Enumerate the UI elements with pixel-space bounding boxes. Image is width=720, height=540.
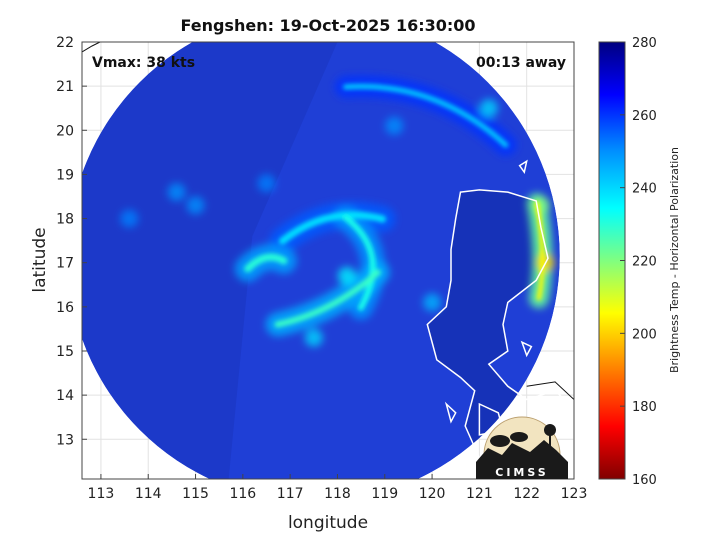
x-axis-label: longitude [288,513,368,533]
colorbar-tick-label: 260 [632,109,657,124]
feature-core [244,253,288,273]
feature-core [278,211,387,245]
y-tick-label: 17 [56,256,74,272]
convective-cell [304,328,323,347]
x-tick-label: 114 [135,486,162,502]
colorbar-tick-label: 240 [632,182,657,197]
x-tick-label: 115 [182,486,209,502]
feature-core [343,83,509,148]
time-away-annotation: 00:13 away [476,55,566,71]
x-tick-label: 119 [371,486,398,502]
luzon-coastline [426,189,574,479]
y-tick-label: 19 [56,167,74,183]
island-coastline [444,401,457,424]
colorbar-label: Brightness Temp - Horizontal Polarizatio… [668,147,681,373]
colorbar-ticks: 160 180 200 220 240 260 280 [620,36,657,488]
convective-cell [337,266,356,285]
colorbar-tick-label: 200 [632,327,657,342]
feature-core [274,269,381,328]
axes-frame [81,41,575,480]
convective-cell [423,293,442,312]
colorbar-tick-label: 220 [632,255,657,270]
convective-cell [479,99,498,118]
y-axis-label: latitude [30,227,50,292]
island-coastline [520,340,533,358]
y-tick-label: 21 [56,79,74,95]
convective-cell [531,196,550,215]
vmax-annotation: Vmax: 38 kts [92,55,195,71]
x-tick-label: 117 [277,486,304,502]
convective-cell [167,183,186,202]
x-tick-label: 121 [466,486,493,502]
convective-cell [120,209,139,228]
x-axis-ticks: 113 114 115 116 117 118 119 120 121 122 123 [88,474,588,502]
convective-cell [385,116,404,135]
x-tick-label: 120 [419,486,446,502]
x-tick-label: 118 [324,486,351,502]
x-tick-label: 123 [561,486,588,502]
convective-cell [186,196,205,215]
y-tick-label: 16 [56,300,74,316]
y-tick-label: 13 [56,432,74,448]
y-tick-label: 22 [56,35,74,51]
y-tick-label: 18 [56,212,74,228]
colorbar-tick-label: 160 [632,473,657,488]
feature-core [342,214,376,311]
y-tick-label: 20 [56,123,74,139]
island-coastline [518,159,528,175]
x-tick-label: 113 [88,486,115,502]
cimss-logo: CIMSS [476,416,568,479]
coastline-outside-swath [82,42,574,400]
intense-cores [244,83,545,328]
colorbar-tick-label: 180 [632,400,657,415]
y-axis-ticks: 13 14 15 16 17 18 19 20 21 22 [56,35,87,448]
chart-title: Fengshen: 19-Oct-2025 16:30:00 [180,16,475,35]
convective-cell [257,174,276,193]
swath-left-segment [82,42,338,479]
colorbar-tick-label: 280 [632,36,657,51]
swath-layer [82,42,574,479]
x-tick-label: 116 [229,486,256,502]
y-tick-label: 15 [56,344,74,360]
y-tick-label: 14 [56,388,74,404]
coast-fragment [82,42,101,53]
logo-text: CIMSS [495,466,548,479]
x-tick-label: 122 [513,486,540,502]
coast-fragment [526,381,574,400]
